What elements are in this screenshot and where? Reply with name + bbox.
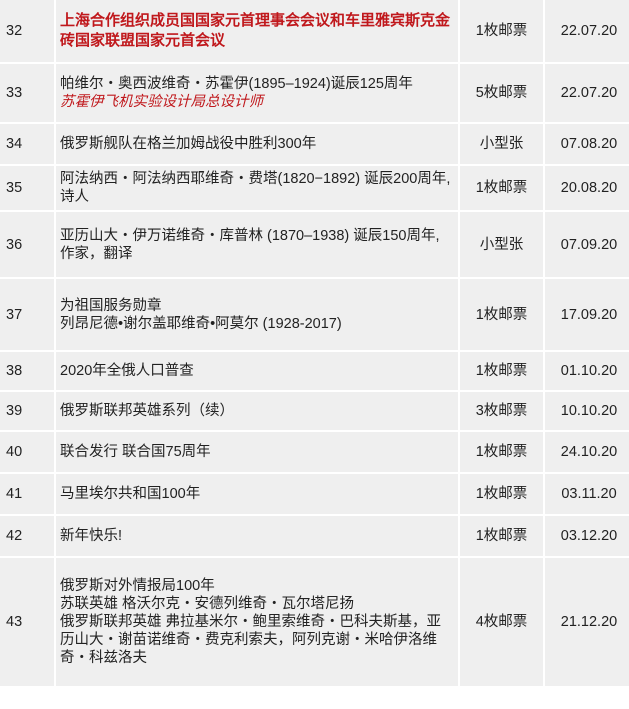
table-row: 43 俄罗斯对外情报局100年 苏联英雄 格沃尔克・安德列维奇・瓦尔塔尼扬 俄罗斯联邦…: [0, 558, 629, 686]
issue-description: 亚历山大・伊万诺维奇・库普林 (1870–1938) 诞辰150周年, 作家，翻…: [56, 212, 458, 277]
issue-description: 2020年全俄人口普查: [56, 352, 458, 390]
table-row: 38 2020年全俄人口普查 1枚邮票 01.10.20: [0, 352, 629, 390]
table-row: 33 帕维尔・奥西波维奇・苏霍伊(1895–1924)诞辰125周年 苏霍伊飞机实验…: [0, 64, 629, 122]
issue-quantity: 3枚邮票: [460, 392, 543, 430]
issue-date: 07.08.20: [545, 124, 629, 164]
issue-quantity: 1枚邮票: [460, 516, 543, 556]
row-number: 38: [0, 352, 54, 390]
description-line: 亚历山大・伊万诺维奇・库普林 (1870–1938) 诞辰150周年, 作家，翻…: [60, 227, 440, 262]
description-line: 2020年全俄人口普查: [60, 363, 194, 379]
issue-quantity: 4枚邮票: [460, 558, 543, 686]
issue-description: 上海合作组织成员国国家元首理事会会议和车里雅宾斯克金砖国家联盟国家元首会议: [56, 0, 458, 62]
issue-quantity: 1枚邮票: [460, 352, 543, 390]
table-row: 42 新年快乐! 1枚邮票 03.12.20: [0, 516, 629, 556]
description-line: 联合发行 联合国75周年: [60, 444, 211, 460]
issue-quantity: 小型张: [460, 124, 543, 164]
issue-quantity: 1枚邮票: [460, 279, 543, 350]
description-line: 俄罗斯对外情报局100年: [60, 578, 215, 594]
description-line: 俄罗斯舰队在格兰加姆战役中胜利300年: [60, 136, 317, 152]
description-line: 新年快乐!: [60, 528, 123, 544]
issue-quantity: 1枚邮票: [460, 166, 543, 210]
table-row: 37 为祖国服务勋章 列昂尼德•谢尔盖耶维奇•阿莫尔 (1928‐2017) 1枚邮票…: [0, 279, 629, 350]
issue-description: 阿法纳西・阿法纳西耶维奇・费塔(1820−1892) 诞辰200周年, 诗人: [56, 166, 458, 210]
issue-quantity: 小型张: [460, 212, 543, 277]
issue-description: 新年快乐!: [56, 516, 458, 556]
issue-description: 俄罗斯舰队在格兰加姆战役中胜利300年: [56, 124, 458, 164]
issue-date: 22.07.20: [545, 64, 629, 122]
issue-description: 联合发行 联合国75周年: [56, 432, 458, 472]
issue-date: 22.07.20: [545, 0, 629, 62]
row-number: 39: [0, 392, 54, 430]
table-row: 41 马里埃尔共和国100年 1枚邮票 03.11.20: [0, 474, 629, 514]
row-number: 43: [0, 558, 54, 686]
issue-description: 俄罗斯对外情报局100年苏联英雄 格沃尔克・安德列维奇・瓦尔塔尼扬俄罗斯联邦英雄…: [56, 558, 458, 686]
description-line: 俄罗斯联邦英雄 弗拉基米尔・鲍里索维奇・巴科夫斯基，亚历山大・谢苗诺维奇・费克利…: [60, 614, 442, 666]
issue-date: 20.08.20: [545, 166, 629, 210]
issue-date: 21.12.20: [545, 558, 629, 686]
row-number: 32: [0, 0, 54, 62]
issue-date: 03.11.20: [545, 474, 629, 514]
stamp-issue-table: 32 上海合作组织成员国国家元首理事会会议和车里雅宾斯克金砖国家联盟国家元首会议 1…: [0, 0, 629, 686]
description-line: 为祖国服务勋章: [60, 297, 162, 314]
issue-description: 俄罗斯联邦英雄系列（续）: [56, 392, 458, 430]
issue-quantity: 1枚邮票: [460, 0, 543, 62]
issue-date: 01.10.20: [545, 352, 629, 390]
description-line: 上海合作组织成员国国家元首理事会会议和车里雅宾斯克金砖国家联盟国家元首会议: [60, 12, 451, 49]
row-number: 41: [0, 474, 54, 514]
issue-date: 03.12.20: [545, 516, 629, 556]
issue-description: 帕维尔・奥西波维奇・苏霍伊(1895–1924)诞辰125周年 苏霍伊飞机实验设计…: [56, 64, 458, 122]
description-line: 列昂尼德•谢尔盖耶维奇•阿莫尔 (1928‐2017): [60, 315, 342, 332]
description-line: 帕维尔・奥西波维奇・苏霍伊(1895–1924)诞辰125周年: [60, 76, 413, 92]
issue-quantity: 1枚邮票: [460, 432, 543, 472]
table-row: 32 上海合作组织成员国国家元首理事会会议和车里雅宾斯克金砖国家联盟国家元首会议 1…: [0, 0, 629, 62]
issue-date: 10.10.20: [545, 392, 629, 430]
row-number: 35: [0, 166, 54, 210]
table-row: 35 阿法纳西・阿法纳西耶维奇・费塔(1820−1892) 诞辰200周年, 诗人…: [0, 166, 629, 210]
issue-date: 24.10.20: [545, 432, 629, 472]
row-number: 36: [0, 212, 54, 277]
issue-description: 马里埃尔共和国100年: [56, 474, 458, 514]
row-number: 40: [0, 432, 54, 472]
issue-description: 为祖国服务勋章 列昂尼德•谢尔盖耶维奇•阿莫尔 (1928‐2017): [56, 279, 458, 350]
table-row: 39 俄罗斯联邦英雄系列（续） 3枚邮票 10.10.20: [0, 392, 629, 430]
issue-quantity: 5枚邮票: [460, 64, 543, 122]
description-subtitle: 苏霍伊飞机实验设计局总设计师: [60, 94, 263, 110]
row-number: 42: [0, 516, 54, 556]
issue-date: 07.09.20: [545, 212, 629, 277]
description-line: 苏联英雄 格沃尔克・安德列维奇・瓦尔塔尼扬: [60, 596, 355, 612]
table-row: 40 联合发行 联合国75周年 1枚邮票 24.10.20: [0, 432, 629, 472]
description-line: 马里埃尔共和国100年: [60, 486, 201, 502]
row-number: 34: [0, 124, 54, 164]
issue-date: 17.09.20: [545, 279, 629, 350]
description-line: 俄罗斯联邦英雄系列（续）: [60, 403, 234, 419]
row-number: 33: [0, 64, 54, 122]
table-row: 36 亚历山大・伊万诺维奇・库普林 (1870–1938) 诞辰150周年, 作家…: [0, 212, 629, 277]
issue-quantity: 1枚邮票: [460, 474, 543, 514]
table-row: 34 俄罗斯舰队在格兰加姆战役中胜利300年 小型张 07.08.20: [0, 124, 629, 164]
row-number: 37: [0, 279, 54, 350]
description-line: 阿法纳西・阿法纳西耶维奇・费塔(1820−1892) 诞辰200周年, 诗人: [60, 171, 451, 205]
